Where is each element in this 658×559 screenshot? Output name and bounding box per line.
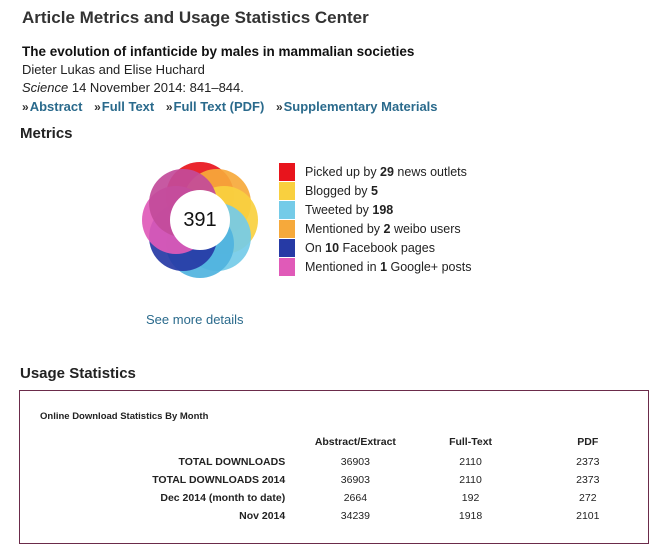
table-cell: 36903 bbox=[340, 456, 370, 468]
see-more-details-link[interactable]: See more details bbox=[146, 312, 244, 327]
facebook-swatch-icon bbox=[279, 238, 295, 257]
chevron-right-icon: » bbox=[275, 100, 283, 114]
journal-name: Science bbox=[22, 80, 69, 95]
legend-item-twitter: Tweeted by 198 bbox=[279, 200, 471, 219]
table-row: Dec 2014 (month to date) 2664 192 272 bbox=[20, 489, 650, 507]
article-authors: Dieter Lukas and Elise Huchard bbox=[22, 62, 205, 77]
table-cell: 2101 bbox=[576, 510, 600, 522]
metrics-heading: Metrics bbox=[20, 125, 73, 142]
table-cell: 1918 bbox=[458, 510, 483, 522]
download-statistics-panel: Online Download Statistics By Month Abst… bbox=[19, 390, 649, 544]
legend-item-blogs: Blogged by 5 bbox=[279, 181, 471, 200]
full-text-link[interactable]: »Full Text bbox=[94, 99, 155, 114]
news-swatch-icon bbox=[279, 162, 295, 181]
table-cell: 192 bbox=[461, 492, 480, 504]
statistics-caption: Online Download Statistics By Month bbox=[40, 411, 209, 422]
weibo-swatch-icon bbox=[279, 219, 295, 238]
legend-text: Mentioned in 1 Google+ posts bbox=[305, 259, 472, 274]
table-cell: 36903 bbox=[340, 474, 370, 486]
legend-item-news: Picked up by 29 news outlets bbox=[279, 162, 471, 181]
altmetric-donut-graphic bbox=[142, 162, 258, 278]
article-citation: Science 14 November 2014: 841–844. bbox=[22, 80, 244, 95]
donut-center bbox=[170, 190, 230, 250]
article-title: The evolution of infanticide by males in… bbox=[22, 44, 415, 59]
table-cell: 34239 bbox=[340, 510, 370, 522]
page-title: Article Metrics and Usage Statistics Cen… bbox=[22, 8, 369, 27]
column-header: Abstract/Extract bbox=[314, 436, 396, 448]
altmetric-donut[interactable]: 391 bbox=[138, 158, 262, 282]
chevron-right-icon: » bbox=[22, 100, 29, 114]
column-header: PDF bbox=[577, 436, 599, 448]
table-cell: 2110 bbox=[459, 456, 482, 468]
column-header: Full-Text bbox=[449, 436, 493, 448]
table-cell: 2664 bbox=[343, 492, 368, 504]
legend-item-weibo: Mentioned by 2 weibo users bbox=[279, 219, 471, 238]
table-cell: 272 bbox=[579, 492, 597, 504]
legend-text: Blogged by 5 bbox=[305, 183, 378, 198]
legend-text: Picked up by 29 news outlets bbox=[305, 164, 467, 179]
legend-item-facebook: On 10 Facebook pages bbox=[279, 238, 471, 257]
table-row: Nov 2014 34239 1918 2101 bbox=[20, 507, 650, 525]
legend-item-googleplus: Mentioned in 1 Google+ posts bbox=[279, 257, 471, 276]
table-cell: 2373 bbox=[576, 474, 600, 486]
article-links: »Abstract »Full Text »Full Text (PDF) »S… bbox=[22, 99, 446, 114]
legend-text: On 10 Facebook pages bbox=[305, 240, 435, 255]
row-label: TOTAL DOWNLOADS bbox=[178, 456, 286, 468]
table-header-row: Abstract/Extract Full-Text PDF bbox=[20, 431, 650, 453]
citation-details: 14 November 2014: 841–844. bbox=[68, 80, 244, 95]
row-label: Dec 2014 (month to date) bbox=[160, 492, 286, 504]
table-cell: 2110 bbox=[459, 474, 482, 486]
download-statistics-table: Abstract/Extract Full-Text PDF TOTAL DOW… bbox=[20, 431, 650, 525]
legend-text: Tweeted by 198 bbox=[305, 202, 394, 217]
row-label: Nov 2014 bbox=[239, 510, 286, 522]
twitter-swatch-icon bbox=[279, 200, 295, 219]
row-label: TOTAL DOWNLOADS 2014 bbox=[152, 474, 286, 486]
googleplus-swatch-icon bbox=[279, 257, 295, 276]
usage-statistics-heading: Usage Statistics bbox=[20, 365, 136, 382]
column-header bbox=[20, 431, 295, 453]
legend-text: Mentioned by 2 weibo users bbox=[305, 221, 461, 236]
table-row: TOTAL DOWNLOADS 36903 2110 2373 bbox=[20, 453, 650, 471]
metrics-legend: Picked up by 29 news outlets Blogged by … bbox=[279, 162, 471, 276]
table-row: TOTAL DOWNLOADS 2014 36903 2110 2373 bbox=[20, 471, 650, 489]
blogs-swatch-icon bbox=[279, 181, 295, 200]
full-text-pdf-link[interactable]: »Full Text (PDF) bbox=[165, 99, 265, 114]
supplementary-materials-link[interactable]: »Supplementary Materials bbox=[275, 99, 438, 114]
altmetric-score: 391 bbox=[183, 209, 217, 231]
table-cell: 2373 bbox=[576, 456, 600, 468]
abstract-link[interactable]: »Abstract bbox=[22, 99, 83, 114]
chevron-right-icon: » bbox=[94, 100, 101, 114]
chevron-right-icon: » bbox=[165, 100, 173, 114]
